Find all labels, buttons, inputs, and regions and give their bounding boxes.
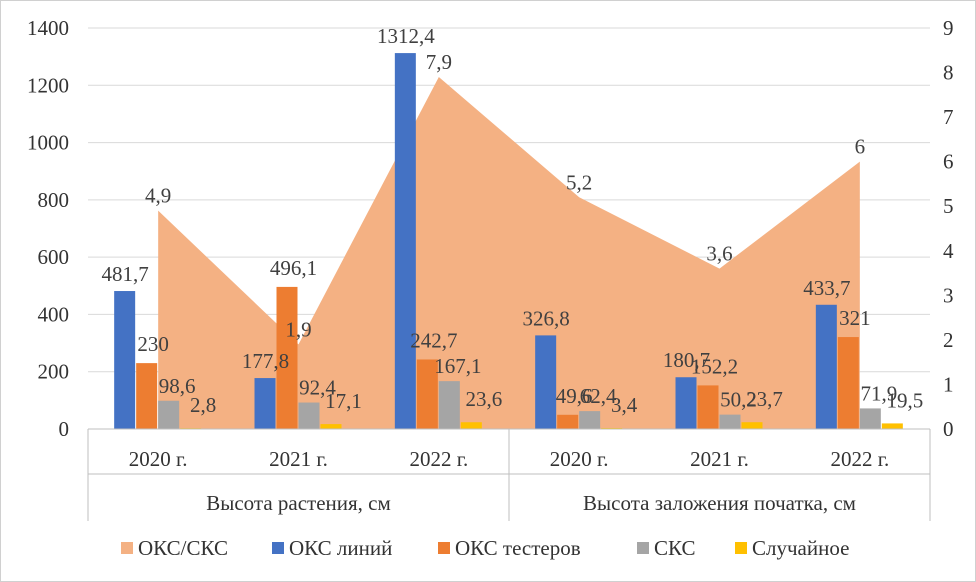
bar-1-4 [535, 335, 557, 429]
right-tick-label: 9 [943, 16, 954, 40]
bar-data-label: 62,4 [580, 384, 617, 408]
bar-2-5 [697, 385, 719, 429]
bar-data-label: 98,6 [159, 374, 196, 398]
bar-data-label: 49,6 [556, 384, 593, 408]
left-tick-label: 1200 [27, 73, 69, 97]
legend-label: Случайное [752, 536, 849, 560]
bar-data-label: 1312,4 [377, 24, 435, 48]
category-label: 2022 г. [830, 447, 889, 471]
legend-swatch [637, 542, 649, 554]
bar-data-label: 496,1 [270, 256, 317, 280]
bar-data-label: 180,7 [663, 348, 710, 372]
bar-series-layer [114, 53, 903, 429]
area-data-label: 7,9 [426, 50, 452, 74]
bar-data-label: 71,9 [860, 381, 897, 405]
area-data-label: 6 [855, 135, 866, 159]
area-series-layer [158, 77, 860, 429]
bar-data-label: 23,7 [746, 387, 783, 411]
left-tick-label: 200 [38, 360, 70, 384]
bar-2-2 [276, 286, 298, 429]
right-tick-label: 6 [943, 150, 954, 174]
category-label: 2020 г. [129, 447, 188, 471]
bar-2-6 [837, 337, 859, 429]
right-tick-label: 2 [943, 328, 954, 352]
right-tick-label: 5 [943, 194, 954, 218]
bar-3-6 [859, 408, 881, 429]
legend-label: ОКС линий [289, 536, 392, 560]
area-data-label: 4,9 [145, 184, 171, 208]
bar-data-label: 242,7 [410, 328, 457, 352]
bar-3-4 [579, 411, 601, 429]
bar-3-3 [438, 381, 460, 429]
bar-3-2 [298, 402, 320, 429]
bar-data-label: 2,8 [190, 393, 216, 417]
bar-data-label: 17,1 [325, 389, 362, 413]
legend-swatch [272, 542, 284, 554]
bar-data-label: 433,7 [803, 276, 850, 300]
bar-data-label: 50,2 [720, 388, 757, 412]
bar-data-label: 19,5 [886, 388, 923, 412]
bar-data-label: 481,7 [102, 262, 149, 286]
area-okc-cks [158, 77, 860, 429]
bar-data-label: 321 [839, 306, 871, 330]
right-tick-label: 7 [943, 105, 954, 129]
left-tick-label: 1400 [27, 16, 69, 40]
bar-3-5 [719, 414, 741, 429]
left-tick-label: 800 [38, 188, 70, 212]
category-label: 2021 г. [269, 447, 328, 471]
bar-4-6 [881, 423, 903, 429]
legend-label: ОКС тестеров [455, 536, 581, 560]
bar-1-6 [815, 304, 837, 429]
category-label: 2020 г. [550, 447, 609, 471]
bar-2-4 [557, 414, 579, 429]
left-tick-label: 400 [38, 302, 70, 326]
bar-1-1 [114, 291, 136, 429]
legend-swatch [438, 542, 450, 554]
left-tick-label: 1000 [27, 131, 69, 155]
bar-data-label: 177,8 [242, 349, 289, 373]
area-data-label: 3,6 [706, 242, 732, 266]
bar-data-label: 92,4 [299, 376, 336, 400]
right-tick-label: 0 [943, 417, 954, 441]
legend-label: СКС [654, 536, 696, 560]
bar-4-3 [460, 422, 482, 429]
axes: 0 200 400 600 800 1000 1200 1400 0 1 2 3 4 5 6 7 8 9 2020 … [27, 16, 954, 521]
legend-label: ОКС/СКС [138, 536, 228, 560]
bar-2-1 [136, 363, 158, 429]
bar-1-5 [675, 377, 697, 429]
bar-4-2 [320, 424, 342, 429]
bar-3-1 [158, 400, 180, 429]
right-tick-label: 8 [943, 61, 954, 85]
legend-swatch [121, 542, 133, 554]
right-tick-label: 1 [943, 372, 954, 396]
bar-data-label: 326,8 [523, 306, 570, 330]
bar-data-label: 3,4 [611, 393, 638, 417]
bar-4-5 [741, 422, 763, 429]
legend-swatch [735, 542, 747, 554]
area-data-label: 5,2 [566, 170, 592, 194]
bar-data-label: 23,6 [465, 387, 502, 411]
bar-data-label: 167,1 [434, 354, 481, 378]
group-label: Высота заложения початка, см [583, 491, 856, 515]
bar-1-2 [254, 378, 276, 429]
bar-data-label: 152,2 [691, 354, 738, 378]
right-tick-label: 4 [943, 239, 954, 263]
left-tick-label: 600 [38, 245, 70, 269]
area-data-label: 1,9 [285, 317, 311, 341]
bar-data-label: 230 [137, 332, 169, 356]
bar-1-3 [394, 53, 416, 429]
category-label: 2021 г. [690, 447, 749, 471]
bar-2-3 [416, 359, 438, 429]
right-tick-label: 3 [943, 283, 954, 307]
category-label: 2022 г. [409, 447, 468, 471]
group-label: Высота растения, см [206, 491, 391, 515]
left-tick-label: 0 [59, 417, 70, 441]
data-labels: 4,9 1,9 7,9 5,2 3,6 6 481,7 177,8 1312,4 326,8 180… [102, 24, 924, 417]
legend: ОКС/СКС ОКС линий ОКС тестеров СКС Случайное [121, 536, 849, 560]
